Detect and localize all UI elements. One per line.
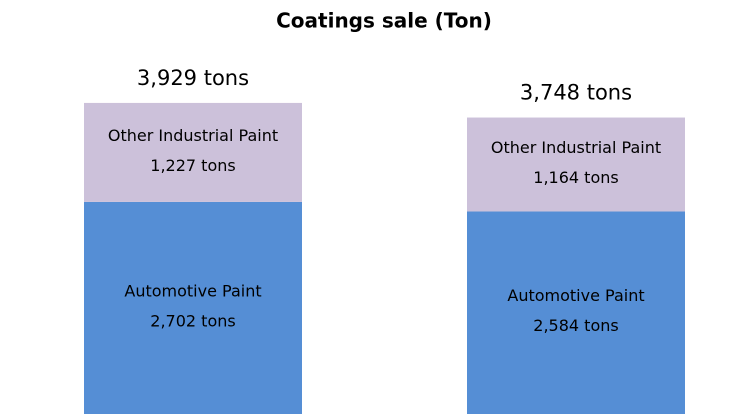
segment-name: Other Industrial Paint [108, 126, 278, 145]
segment-value-label: 2,702 tons [150, 311, 235, 330]
segment-value-label: 1,164 tons [533, 168, 618, 187]
segment-name: Other Industrial Paint [491, 138, 661, 157]
segment-name: Automotive Paint [124, 281, 261, 300]
bar-segment [84, 201, 302, 414]
chart-title: Coatings sale (Ton) [276, 9, 492, 33]
bar-segment [467, 117, 685, 212]
total-label: 3,748 tons [520, 81, 632, 105]
segment-name: Automotive Paint [507, 286, 644, 305]
segment-value-label: 2,584 tons [533, 316, 618, 335]
bar-segment [467, 211, 685, 414]
total-label: 3,929 tons [137, 66, 249, 90]
bar-segment [84, 102, 302, 202]
segment-value-label: 1,227 tons [150, 156, 235, 175]
